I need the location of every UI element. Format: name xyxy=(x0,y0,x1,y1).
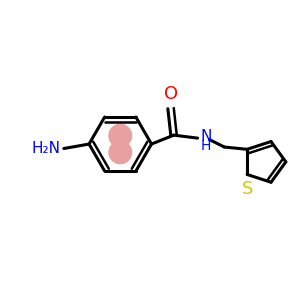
Circle shape xyxy=(109,141,132,164)
Circle shape xyxy=(109,124,132,147)
Text: H: H xyxy=(200,139,211,152)
Text: N: N xyxy=(200,128,212,143)
Text: O: O xyxy=(164,85,178,103)
Text: S: S xyxy=(242,180,253,198)
Text: H₂N: H₂N xyxy=(32,141,61,156)
